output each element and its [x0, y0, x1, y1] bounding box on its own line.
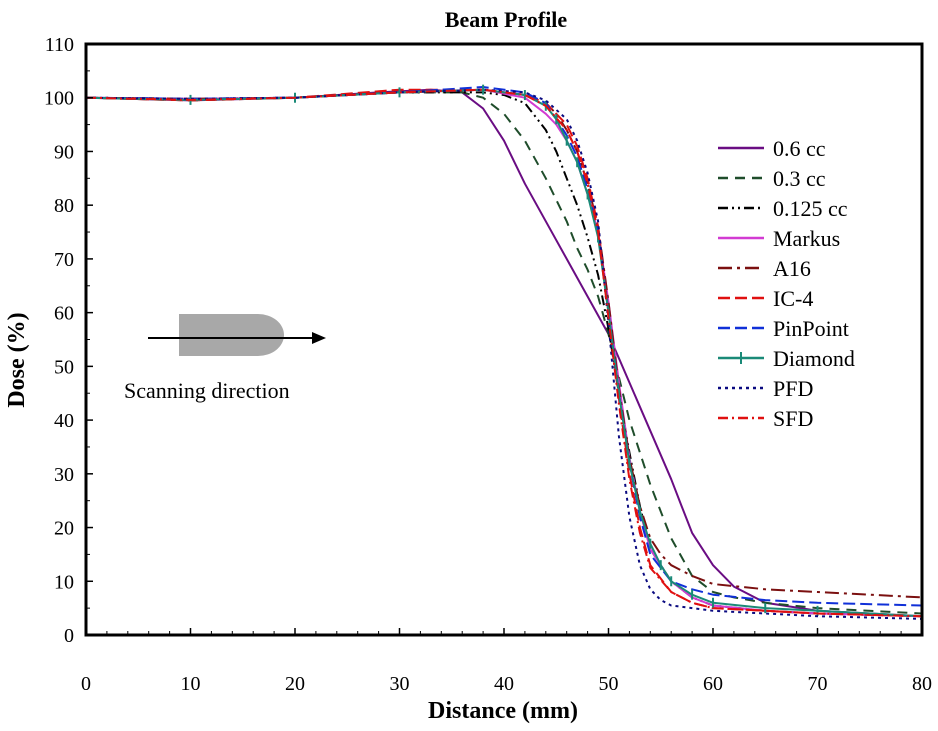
legend: 0.6 cc 0.3 cc 0.125 cc Markus A16 IC-4 PinPoin… [718, 136, 855, 431]
detector-shape-icon [179, 314, 284, 356]
x-tick-label: 70 [808, 673, 828, 695]
series-line-sfd [86, 88, 922, 618]
x-tick-label: 30 [390, 673, 410, 695]
scanning-direction-label: Scanning direction [124, 378, 290, 403]
x-tick-label: 20 [285, 673, 305, 695]
x-tick-label: 0 [81, 673, 91, 695]
x-tick-label: 50 [599, 673, 619, 695]
y-tick-label: 110 [45, 34, 74, 56]
y-tick-label: 60 [54, 303, 74, 325]
y-tick-label: 100 [44, 88, 74, 110]
y-tick-label: 40 [54, 410, 74, 432]
legend-label: 0.3 cc [773, 166, 826, 191]
series-line-0-6-cc [86, 88, 922, 618]
y-axis: 0 10 20 30 40 50 60 70 80 90 100 110 [44, 34, 93, 647]
y-tick-label: 10 [54, 571, 74, 593]
legend-label: Markus [773, 226, 840, 251]
x-axis-label: Distance (mm) [428, 698, 578, 724]
legend-label: Diamond [773, 346, 855, 371]
x-tick-label: 80 [912, 673, 932, 695]
y-tick-label: 30 [54, 464, 74, 486]
y-tick-label: 90 [54, 141, 74, 163]
legend-label: 0.125 cc [773, 196, 848, 221]
legend-label: 0.6 cc [773, 136, 826, 161]
y-tick-label: 70 [54, 249, 74, 271]
legend-label: PinPoint [773, 316, 849, 341]
y-tick-label: 20 [54, 518, 74, 540]
legend-label: IC-4 [773, 286, 813, 311]
x-tick-label: 60 [703, 673, 723, 695]
legend-label: PFD [773, 376, 813, 401]
legend-label: SFD [773, 406, 813, 431]
scanning-direction-annotation: Scanning direction [124, 314, 326, 403]
y-axis-label: Dose (%) [4, 312, 30, 407]
series-layer [86, 84, 922, 622]
x-axis: 0 10 20 30 40 50 60 70 80 [81, 628, 932, 695]
y-tick-label: 50 [54, 356, 74, 378]
x-tick-label: 40 [494, 673, 514, 695]
chart-title: Beam Profile [445, 7, 568, 32]
y-tick-label: 0 [64, 625, 74, 647]
legend-label: A16 [773, 256, 811, 281]
arrow-head-icon [312, 332, 326, 344]
y-tick-label: 80 [54, 195, 74, 217]
series-line-pfd [86, 88, 922, 620]
x-tick-label: 10 [181, 673, 201, 695]
